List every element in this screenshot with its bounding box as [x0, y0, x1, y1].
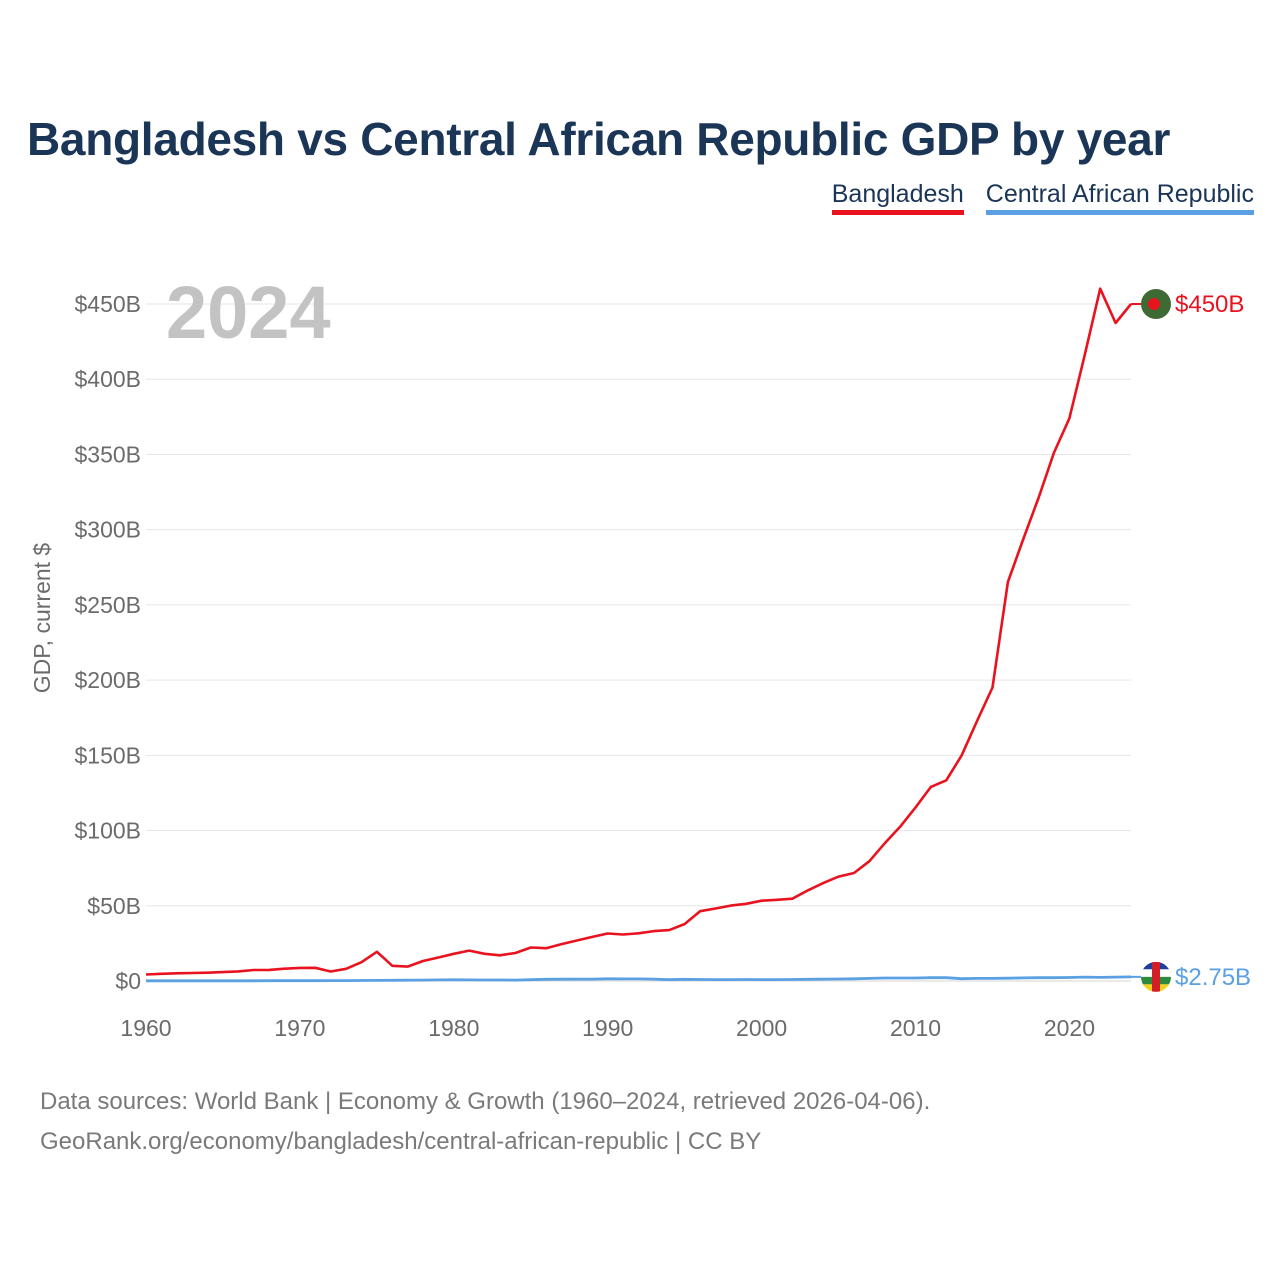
data-sources-text: Data sources: World Bank | Economy & Gro…	[40, 1088, 931, 1115]
x-tick-label: 2000	[736, 1015, 787, 1041]
flag-disc	[1148, 298, 1160, 310]
y-tick-label: $250B	[74, 592, 141, 618]
series-end-markers: $450B $2.75B	[1131, 289, 1251, 992]
x-tick-label: 2010	[890, 1015, 941, 1041]
y-tick-label: $400B	[74, 366, 141, 392]
legend-item-bangladesh[interactable]: Bangladesh	[831, 180, 964, 215]
x-tick-label: 2020	[1044, 1015, 1095, 1041]
x-tick-label: 1970	[274, 1015, 325, 1041]
series-line-bangladesh	[145, 287, 1133, 976]
y-tick-label: $450B	[74, 291, 141, 317]
chart-title: Bangladesh vs Central African Republic G…	[27, 113, 1171, 165]
x-tick-label: 1960	[120, 1015, 171, 1041]
y-tick-label: $350B	[74, 441, 141, 467]
y-tick-label: $300B	[74, 517, 141, 543]
legend: Bangladesh Central African Republic	[831, 180, 1254, 215]
footer: Data sources: World Bank | Economy & Gro…	[40, 1082, 930, 1162]
y-tick-label: $100B	[74, 818, 141, 844]
source-url-text: GeoRank.org/economy/bangladesh/central-a…	[40, 1128, 762, 1155]
y-tick-label: $150B	[74, 742, 141, 768]
y-tick-label: $200B	[74, 667, 141, 693]
x-tick-label: 1980	[428, 1015, 479, 1041]
gridlines	[146, 303, 1131, 982]
year-label: 2024	[166, 271, 331, 354]
end-value-label: $2.75B	[1175, 964, 1251, 991]
series-lines	[145, 287, 1133, 983]
central-african-republic-flag-icon	[1141, 961, 1171, 992]
y-axis-ticks: $0 $50B $100B $150B $200B $250B $300B $350B $400…	[74, 291, 141, 994]
y-tick-label: $50B	[87, 893, 141, 919]
flag-band	[1152, 961, 1160, 992]
legend-item-central-african-republic[interactable]: Central African Republic	[985, 180, 1254, 215]
end-value-label: $450B	[1175, 291, 1244, 318]
y-tick-label: $0	[115, 968, 141, 994]
x-axis-ticks: 1960 1970 1980 1990 2000 2010 2020	[120, 1015, 1095, 1041]
x-tick-label: 1990	[582, 1015, 633, 1041]
y-axis-label: GDP, current $	[29, 543, 55, 694]
series-line-central-african-republic	[146, 975, 1132, 983]
